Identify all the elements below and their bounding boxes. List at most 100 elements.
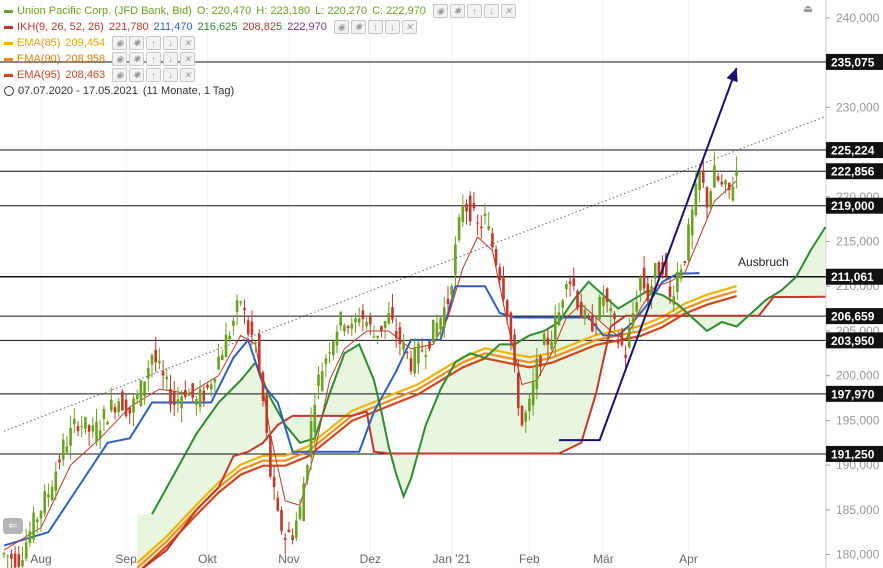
candle-body	[87, 425, 91, 432]
candle-body	[265, 395, 268, 433]
candle-body	[110, 399, 113, 411]
eye-icon[interactable]: ◉	[333, 20, 349, 34]
up-arrow-icon[interactable]: ↑	[146, 68, 162, 82]
main-series-name: Union Pacific Corp. (JFD Bank, Bid)	[17, 5, 192, 17]
candle-body	[150, 355, 154, 365]
candle-body	[246, 320, 250, 335]
level-label-bg	[826, 385, 883, 402]
candle-body	[443, 307, 446, 329]
candle-body	[313, 404, 317, 433]
up-arrow-icon[interactable]: ↑	[466, 4, 482, 18]
gear-icon[interactable]: ✱	[129, 36, 145, 50]
candle-body	[161, 371, 165, 376]
up-arrow-icon[interactable]: ↑	[146, 52, 162, 66]
clock-icon	[4, 86, 14, 96]
candle-body	[702, 170, 705, 183]
eye-icon[interactable]: ◉	[432, 4, 448, 18]
candle-body	[513, 334, 516, 366]
eye-icon[interactable]: ◉	[112, 52, 128, 66]
candle-body	[58, 459, 61, 463]
level-label-bg	[826, 308, 883, 325]
close-icon[interactable]: ✕	[180, 36, 196, 50]
gear-icon[interactable]: ✱	[350, 20, 366, 34]
gear-icon[interactable]: ✱	[449, 4, 465, 18]
level-label-bg	[826, 53, 883, 70]
candle-body	[124, 399, 128, 417]
candle-body	[6, 555, 9, 557]
senkou-span-a-line	[151, 226, 827, 515]
candle-body	[535, 358, 539, 390]
candle-body	[476, 222, 479, 224]
gear-icon[interactable]: ✱	[129, 68, 145, 82]
close-icon[interactable]: ✕	[180, 52, 196, 66]
candle-body	[280, 510, 283, 532]
candle-body	[531, 381, 535, 406]
candle-body	[143, 381, 146, 397]
candle-body	[195, 398, 198, 406]
ikh-value-2: 211,470	[153, 21, 193, 33]
gear-icon[interactable]: ✱	[129, 52, 145, 66]
eject-icon[interactable]: ⏏	[802, 3, 814, 15]
legend-row-main: Union Pacific Corp. (JFD Bank, Bid) O: 2…	[4, 3, 523, 19]
candle-body	[339, 312, 342, 326]
candle-body	[420, 350, 424, 352]
candle-body	[254, 342, 257, 344]
candle-body	[435, 322, 439, 338]
candle-body	[50, 486, 54, 501]
main-open-value: O: 220,470	[196, 5, 252, 17]
close-icon[interactable]: ✕	[500, 4, 516, 18]
candle-body	[21, 560, 24, 567]
candle-body	[613, 313, 616, 320]
up-arrow-icon[interactable]: ↑	[146, 36, 162, 50]
level-label-bg	[826, 332, 883, 349]
eye-icon[interactable]: ◉	[112, 36, 128, 50]
down-arrow-icon[interactable]: ↓	[163, 36, 179, 50]
candle-body	[295, 520, 298, 538]
candle-body	[561, 300, 564, 308]
down-arrow-icon[interactable]: ↓	[163, 68, 179, 82]
candle-body	[224, 334, 228, 358]
down-arrow-icon[interactable]: ↓	[384, 20, 400, 34]
eye-icon[interactable]: ◉	[112, 68, 128, 82]
ema90-swatch	[4, 57, 13, 61]
candle-body	[724, 180, 727, 185]
candle-body	[668, 286, 672, 297]
candle-body	[502, 276, 505, 300]
candle-body	[424, 355, 428, 358]
candle-body	[221, 355, 224, 360]
y-tick-label: 215,000	[836, 235, 880, 249]
candle-body	[653, 263, 657, 279]
level-label-bg	[826, 268, 883, 285]
candle-body	[17, 554, 21, 567]
candle-body	[243, 307, 246, 311]
down-arrow-icon[interactable]: ↓	[483, 4, 499, 18]
down-arrow-icon[interactable]: ↓	[163, 52, 179, 66]
candle-body	[298, 506, 302, 520]
candle-body	[417, 343, 420, 364]
up-arrow-icon[interactable]: ↑	[367, 20, 383, 34]
candle-body	[720, 181, 724, 185]
candle-body	[709, 191, 712, 208]
scroll-left-button[interactable]: ⇐	[3, 518, 23, 534]
candle-body	[624, 354, 627, 358]
candle-body	[505, 300, 509, 317]
date-range-note: (11 Monate, 1 Tag)	[142, 85, 235, 97]
candle-body	[232, 320, 235, 326]
ikh-value-3: 216,625	[197, 21, 238, 33]
candle-body	[39, 510, 43, 519]
candle-body	[276, 497, 280, 511]
candle-body	[328, 352, 331, 354]
ikh-value-1: 221,780	[108, 21, 149, 33]
candle-body	[269, 435, 272, 477]
candle-body	[32, 512, 35, 540]
candle-body	[106, 421, 109, 425]
close-icon[interactable]: ✕	[401, 20, 417, 34]
candle-body	[172, 391, 176, 405]
candle-body	[235, 300, 239, 312]
candle-body	[605, 288, 609, 303]
close-icon[interactable]: ✕	[180, 68, 196, 82]
candle-body	[683, 261, 687, 263]
candle-body	[209, 384, 213, 390]
candle-body	[468, 195, 472, 222]
